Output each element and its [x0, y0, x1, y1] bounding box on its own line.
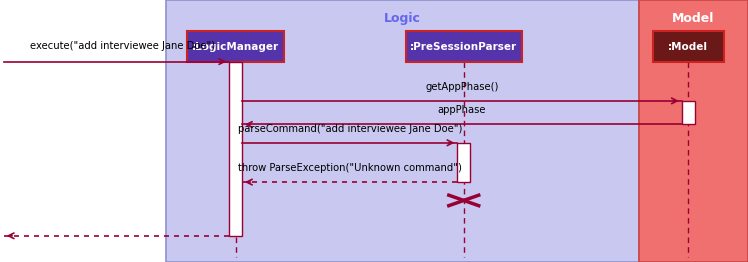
- Text: getAppPhase(): getAppPhase(): [425, 82, 499, 92]
- Bar: [682, 101, 694, 124]
- Bar: [405, 31, 522, 62]
- Text: throw ParseException("Unknown command"): throw ParseException("Unknown command"): [238, 163, 462, 173]
- Bar: [229, 62, 242, 236]
- Bar: [187, 31, 284, 62]
- Text: appPhase: appPhase: [438, 105, 486, 115]
- Bar: [652, 31, 723, 62]
- Bar: [639, 0, 748, 262]
- Text: parseCommand("add interviewee Jane Doe"): parseCommand("add interviewee Jane Doe"): [238, 124, 462, 134]
- Bar: [458, 143, 470, 182]
- Bar: [166, 0, 639, 262]
- Text: execute("add interviewee Jane Doe"): execute("add interviewee Jane Doe"): [30, 41, 215, 51]
- Text: :LogicManager: :LogicManager: [192, 41, 279, 52]
- Text: :Model: :Model: [668, 41, 708, 52]
- Text: Model: Model: [672, 12, 714, 25]
- Text: :PreSessionParser: :PreSessionParser: [410, 41, 518, 52]
- Text: Logic: Logic: [384, 12, 421, 25]
